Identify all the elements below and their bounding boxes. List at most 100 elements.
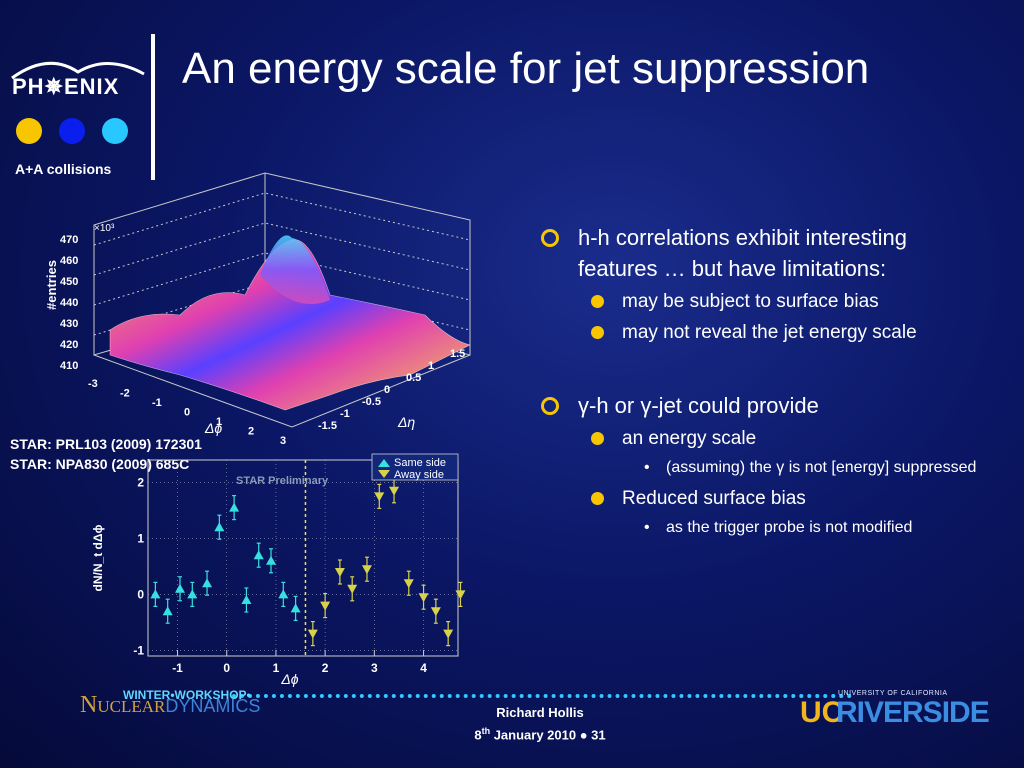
phenix-logo-swoosh xyxy=(11,61,145,80)
surface-eta-tick: -1.5 xyxy=(318,420,337,432)
away-side-point xyxy=(443,629,454,639)
slide-title: An energy scale for jet suppression xyxy=(182,44,870,93)
surface-plot: #entries ×10³ 470 460 450 440 430 420 410 -3 -2… xyxy=(44,172,471,445)
same-side-point xyxy=(229,502,240,512)
phenix-logo: PH✵ENIX xyxy=(12,74,120,99)
sub-bullet-text: may not reveal the jet energy scale xyxy=(622,322,917,343)
surface-phi-tick: 3 xyxy=(280,435,286,445)
logo-caption: A+A collisions xyxy=(15,161,112,177)
away-side-point xyxy=(347,584,358,594)
ring-bullet-icon xyxy=(541,397,559,415)
yellow-dot xyxy=(16,118,42,144)
sub-bullet-reduced-bias: Reduced surface bias xyxy=(540,485,980,513)
surface-phi-tick: 0 xyxy=(184,407,190,419)
y-tick-label: 1 xyxy=(137,531,144,545)
y-tick-labels: -1 0 1 2 xyxy=(133,475,144,657)
reference-1: STAR: PRL103 (2009) 172301 xyxy=(10,436,202,452)
surface-phi-ticks: -3 -2 -1 0 1 2 3 xyxy=(88,378,286,445)
surface-eta-tick: 0 xyxy=(384,384,390,396)
surface-phi-tick: -3 xyxy=(88,378,98,390)
bullet-list: h-h correlations exhibit interesting fea… xyxy=(540,222,980,545)
sub-bullet-text: may be subject to surface bias xyxy=(622,291,879,312)
plot-grid xyxy=(148,460,458,656)
surface-y-ticks: 470 460 450 440 430 420 410 xyxy=(60,234,78,372)
legend-same-label: Same side xyxy=(394,457,446,469)
nuclear-dynamics-logo: NUCLEARDYNAMICS xyxy=(80,692,260,719)
away-side-point xyxy=(430,607,441,617)
surface-y-tick: 430 xyxy=(60,318,78,330)
same-side-point xyxy=(253,550,264,560)
legend-away-marker xyxy=(378,470,390,478)
ring-bullet-icon xyxy=(541,229,559,247)
bullet-gamma: γ-h or γ-jet could provide xyxy=(540,390,980,421)
ucr-logo-riverside: RIVERSIDE xyxy=(836,696,990,729)
sub-bullet-energy-scale: an energy scale xyxy=(540,425,980,453)
surface-eta-label: Δη xyxy=(397,414,415,430)
dot-bullet-icon xyxy=(591,432,604,445)
away-side-point xyxy=(320,601,331,611)
bullet-gamma-text-end: -jet could provide xyxy=(651,393,819,418)
surface-y-tick: 420 xyxy=(60,339,78,351)
footer-dotted-line xyxy=(232,694,852,698)
workshop-label: WINTER•WORKSHOP• xyxy=(123,688,251,702)
date-day: 8 xyxy=(474,727,482,743)
same-side-point xyxy=(290,603,301,613)
plot-annotation: STAR Preliminary xyxy=(236,475,329,487)
surface-eta-tick: 1.5 xyxy=(450,348,465,360)
same-side-point xyxy=(278,589,289,599)
legend: Same side Away side xyxy=(371,453,459,481)
surface-eta-tick: 0.5 xyxy=(406,372,421,384)
logo-uclear: UCLEAR xyxy=(97,697,166,716)
gamma-symbol: γ xyxy=(776,459,785,476)
x-tick-labels: -1 0 1 2 3 4 xyxy=(172,661,427,675)
surface-eta-ticks: -1.5-1 -0.50 0.5 1 1.5 xyxy=(318,348,465,432)
y-axis-label: dN/N_t dΔϕ xyxy=(91,525,105,592)
sub-bullet-surface-bias: may be subject to surface bias xyxy=(540,288,980,316)
surface-phi-tick: -2 xyxy=(120,388,130,400)
presentation-date: 8th January 2010 ● 31 xyxy=(440,722,640,744)
sub-bullet-text: an energy scale xyxy=(622,428,757,449)
same-side-point xyxy=(202,578,213,588)
surface-exponent: ×10³ xyxy=(94,223,115,234)
x-tick-label: 4 xyxy=(420,661,427,675)
x-tick-label: 3 xyxy=(371,661,378,675)
bullet-hh: h-h correlations exhibit interesting fea… xyxy=(540,222,980,284)
away-side-point xyxy=(403,579,414,589)
surface-y-tick: 470 xyxy=(60,234,78,246)
legend-away-label: Away side xyxy=(394,469,444,481)
blue-dot xyxy=(59,118,85,144)
logo-dynamics: DYNAMICS xyxy=(165,696,261,716)
away-side-point xyxy=(334,568,345,577)
cyan-dot xyxy=(102,118,128,144)
surface-y-tick: 440 xyxy=(60,297,78,309)
x-tick-label: 1 xyxy=(273,661,280,675)
surface-y-label: #entries xyxy=(44,260,59,310)
same-side-point xyxy=(150,589,161,599)
surface-eta-tick: -0.5 xyxy=(362,396,381,408)
small-dot-bullet-icon: • xyxy=(644,459,650,476)
gamma-symbol: γ xyxy=(640,393,652,418)
surface-phi-tick: -1 xyxy=(152,397,162,409)
surface-y-tick: 450 xyxy=(60,276,78,288)
data-points xyxy=(150,478,466,647)
same-side-point xyxy=(187,589,198,599)
same-side-point xyxy=(266,555,277,565)
bullet-gamma-text: -h or xyxy=(589,393,641,418)
sub-sub-bullet-assuming: • (assuming) the γ is not [energy] suppr… xyxy=(540,456,980,479)
sub-sub-text-pre: (assuming) the xyxy=(666,459,777,476)
away-side-point xyxy=(455,590,466,600)
sub-bullet-text: Reduced surface bias xyxy=(622,488,806,509)
dot-bullet-icon xyxy=(591,492,604,505)
sub-sub-text: as the trigger probe is not modified xyxy=(666,519,913,536)
surface-eta-tick: 1 xyxy=(428,360,434,372)
y-tick-label: 0 xyxy=(137,587,144,601)
same-side-point xyxy=(162,606,173,616)
dot-bullet-icon xyxy=(591,326,604,339)
logo-dots xyxy=(16,118,128,144)
y-tick-label: 2 xyxy=(137,475,144,489)
x-tick-label: 2 xyxy=(322,661,329,675)
bullet-hh-text: h-h correlations exhibit interesting fea… xyxy=(578,225,907,281)
away-side-point xyxy=(307,629,318,639)
logo-n: N xyxy=(80,692,98,718)
sub-sub-bullet-trigger: • as the trigger probe is not modified xyxy=(540,516,980,539)
